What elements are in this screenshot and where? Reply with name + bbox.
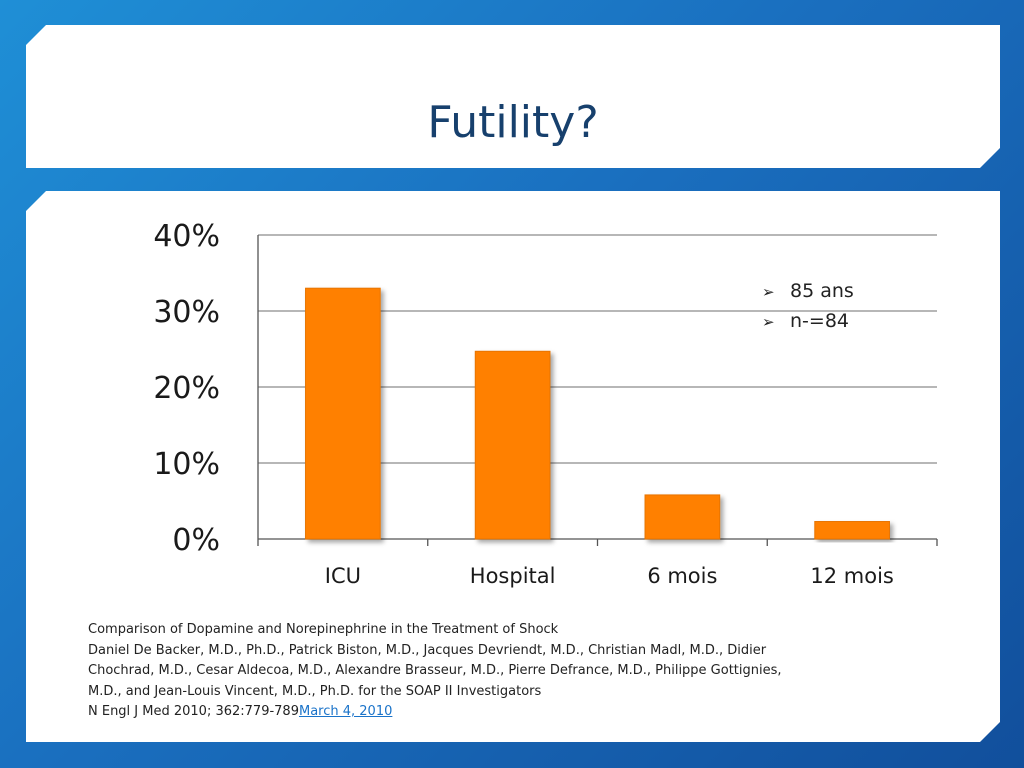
citation-journal: N Engl J Med 2010; 362:779-789March 4, 2…: [88, 702, 868, 723]
note-text: 85 ans: [790, 280, 854, 302]
arrow-bullet-icon: ➢: [762, 283, 775, 301]
y-tick-label: 20%: [153, 371, 220, 406]
bar: [305, 287, 381, 540]
citation-title: Comparison of Dopamine and Norepinephrin…: [88, 622, 559, 637]
y-tick-label: 40%: [153, 219, 220, 254]
x-category-label: 6 mois: [647, 564, 717, 588]
x-category-label: 12 mois: [810, 564, 893, 588]
y-tick-label: 0%: [172, 523, 220, 558]
note-item: ➢ n-=84: [762, 306, 854, 336]
note-text: n-=84: [790, 310, 849, 332]
x-category-label: ICU: [325, 564, 361, 588]
arrow-bullet-icon: ➢: [762, 313, 775, 331]
y-tick-label: 10%: [153, 447, 220, 482]
citation-authors-line: Daniel De Backer, M.D., Ph.D., Patrick B…: [88, 642, 767, 658]
slide-title: Futility?: [427, 97, 599, 148]
chart-notes: ➢ 85 ans ➢ n-=84: [762, 276, 854, 336]
bar: [814, 521, 890, 540]
citation-authors-line: Chochrad, M.D., Cesar Aldecoa, M.D., Ale…: [88, 663, 782, 678]
title-panel: Futility?: [26, 25, 1000, 168]
x-category-label: Hospital: [470, 564, 556, 588]
bar: [644, 494, 721, 540]
y-tick-label: 30%: [153, 295, 220, 330]
note-item: ➢ 85 ans: [762, 276, 854, 306]
publication-date-link[interactable]: March 4, 2010: [298, 704, 393, 719]
journal-reference: N Engl J Med 2010; 362:779-789: [88, 704, 299, 719]
bar: [474, 350, 551, 540]
citation-authors-line: M.D., and Jean-Louis Vincent, M.D., Ph.D…: [88, 683, 542, 699]
citation: Comparison of Dopamine and Norepinephrin…: [88, 620, 868, 723]
